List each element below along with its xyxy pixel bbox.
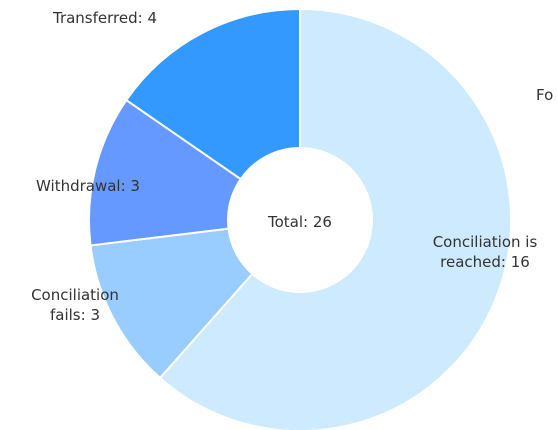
slice-label: Fo	[536, 86, 554, 104]
slice	[88, 98, 243, 247]
center-label: Total: 26	[268, 213, 332, 231]
slice-label: Conciliation fails: 3	[31, 286, 119, 324]
slice	[158, 7, 512, 430]
slice-label: Transferred: 4	[52, 9, 157, 27]
slice	[89, 227, 254, 380]
slice-label: Conciliation is reached: 16	[432, 233, 538, 271]
slice-label: Withdrawal: 3	[36, 177, 140, 195]
slice	[124, 7, 301, 181]
